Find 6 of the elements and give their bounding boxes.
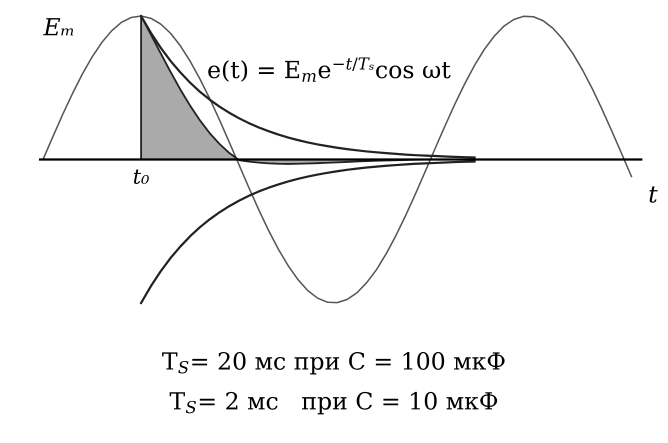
x-axis-title: t — [650, 186, 658, 203]
text: T$_{S}$= 20 мс при C = 100 мкФ — [162, 352, 505, 374]
text: T$_{S}$= 2 мс при C = 10 мкФ — [170, 392, 498, 414]
annotation: Eₘ — [43, 18, 74, 36]
annotation: e(t) = E$_{m}$e$^{−t/Tₛ}$cos ωt — [208, 57, 451, 82]
annotation: t₀ — [134, 169, 149, 184]
